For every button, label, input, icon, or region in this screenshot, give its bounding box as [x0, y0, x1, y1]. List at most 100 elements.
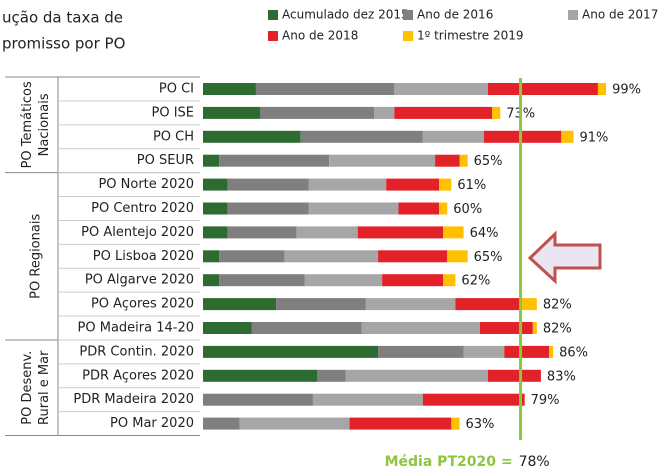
category-label: PO ISE: [151, 105, 194, 120]
bar-segment: [251, 322, 362, 334]
bar-segment: [357, 226, 444, 239]
bar-segment: [203, 83, 256, 95]
category-label: PO CI: [159, 82, 194, 97]
average-text: Média PT2020 =: [385, 454, 513, 470]
bar-segment: [386, 178, 440, 191]
bar-segment: [260, 106, 374, 119]
total-label: 79%: [531, 393, 560, 408]
bar-segment: [435, 154, 460, 167]
category-label: PO Centro 2020: [91, 201, 194, 216]
legend-swatch: [268, 10, 278, 20]
category-label: PO Mar 2020: [110, 416, 194, 431]
total-label: 91%: [580, 130, 609, 145]
group-label: PO Desenv.: [20, 351, 35, 425]
total-label: 61%: [457, 178, 486, 193]
legend-swatch: [268, 31, 278, 41]
bar-segment: [203, 345, 379, 358]
category-label: PO Algarve 2020: [85, 273, 194, 288]
group-label: PO Temáticos: [20, 81, 35, 168]
bar-segment: [203, 226, 228, 239]
total-label: 65%: [474, 154, 503, 169]
total-label: 86%: [559, 345, 588, 360]
category-label: PDR Açores 2020: [82, 368, 194, 383]
bar-segment: [203, 417, 240, 430]
total-label: 64%: [470, 226, 499, 241]
legend-label: Ano de 2016: [417, 8, 493, 22]
bar-segment: [227, 202, 309, 215]
total-label: 99%: [612, 83, 641, 98]
bar-segment: [488, 83, 598, 95]
bar-segment: [504, 345, 550, 358]
legend-swatch: [568, 10, 578, 20]
total-label: 65%: [474, 250, 503, 265]
bar-segment: [492, 106, 501, 119]
legend-label: 1º trimestre 2019: [417, 29, 524, 43]
bar-segment: [312, 393, 423, 406]
bar-segment: [203, 106, 260, 119]
arrow: [527, 230, 602, 285]
bar-segment: [255, 83, 395, 95]
bar-segment: [488, 369, 541, 382]
total-label: 63%: [466, 417, 495, 432]
bar-segment: [219, 274, 305, 287]
bar-segment: [219, 154, 330, 167]
bar-segment: [304, 274, 383, 287]
bar-segment: [203, 274, 220, 287]
bar-segment: [479, 322, 533, 334]
bar-segment: [443, 274, 456, 287]
bar-segment: [378, 250, 448, 263]
legend: Acumulado dez 2015 Ano de 2016 Ano de 2017…: [268, 8, 658, 43]
bar-segment: [451, 417, 460, 430]
title-line: promisso por PO: [2, 35, 125, 53]
bar-segment: [276, 298, 366, 311]
bar-segment: [284, 250, 379, 263]
bar-segment: [447, 250, 468, 263]
bar-segment: [463, 345, 505, 358]
category-label: PDR Madeira 2020: [73, 392, 194, 407]
category-label: PO Madeira 14-20: [78, 321, 194, 336]
legend-swatch: [403, 10, 413, 20]
total-label: 60%: [453, 202, 482, 217]
category-label: PO SEUR: [137, 153, 194, 168]
category-label: PO Alentejo 2020: [81, 225, 194, 240]
total-label: 83%: [547, 369, 576, 384]
bar-segment: [239, 417, 350, 430]
legend-swatch: [403, 31, 413, 41]
average-label: 78%: [519, 454, 550, 470]
legend-label: Acumulado dez 2015: [282, 8, 409, 22]
bar-segment: [483, 130, 562, 143]
bar-segment: [394, 106, 493, 119]
bar-segment: [394, 83, 488, 95]
bar-segment: [329, 154, 436, 167]
bar-segment: [378, 345, 464, 358]
bar-segment: [561, 130, 574, 143]
title-line: ução da taxa de: [2, 9, 123, 27]
category-label: PO Lisboa 2020: [93, 249, 194, 264]
bar-segment: [203, 369, 317, 382]
bar-segment: [422, 393, 525, 406]
bar-segment: [300, 130, 423, 143]
bar-segment: [296, 226, 358, 239]
bar-segment: [227, 226, 297, 239]
bar-segment: [532, 322, 537, 334]
bar-segment: [597, 83, 607, 95]
bar-segment: [203, 178, 228, 191]
group-label: PO Regionais: [29, 214, 44, 299]
bar-segment: [459, 154, 468, 167]
category-label: PDR Contin. 2020: [79, 344, 194, 359]
group-label: Rural e Mar: [37, 350, 52, 425]
total-label: 82%: [543, 298, 572, 313]
bar-segment: [520, 298, 537, 311]
bar-segment: [203, 250, 220, 263]
bar-segment: [361, 322, 480, 334]
bar-segment: [308, 202, 399, 215]
bar-segment: [455, 298, 521, 311]
bar-segment: [203, 393, 313, 406]
bar-segment: [203, 154, 220, 167]
bar-segment: [345, 369, 488, 382]
bar-segment: [203, 298, 277, 311]
legend-label: Ano de 2017: [582, 8, 658, 22]
category-label: PO Açores 2020: [91, 297, 194, 312]
group-label: Nacionais: [37, 93, 52, 156]
